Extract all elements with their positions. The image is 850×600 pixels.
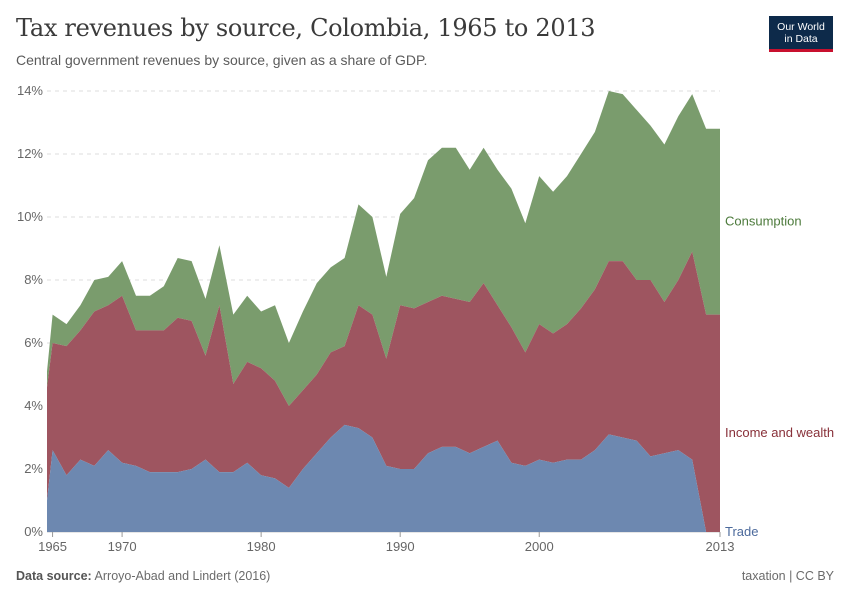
x-tick-label: 1980 [247,539,276,554]
chart-areas [47,91,720,532]
y-tick-label: 0% [24,524,43,539]
y-axis-ticks: 0% 2% 4% 6% 8% 10% 12% 14% [17,83,43,539]
logo-line-2: in Data [784,33,818,45]
x-axis-ticks: 1965 1970 1980 1990 2000 2013 [38,532,734,554]
y-tick-label: 6% [24,335,43,350]
license-text[interactable]: taxation | CC BY [741,569,834,583]
consumption-label: Consumption [725,214,802,229]
consumption-area [47,91,720,406]
chart-title: Tax revenues by source, Colombia, 1965 t… [16,14,596,42]
y-tick-label: 4% [24,398,43,413]
owid-logo[interactable]: Our World in Data [769,16,833,52]
y-tick-label: 8% [24,272,43,287]
x-tick-label: 1990 [386,539,415,554]
chart-subtitle: Central government revenues by source, g… [16,52,428,68]
x-tick-label: 1965 [38,539,67,554]
y-tick-label: 14% [17,83,43,98]
logo-line-1: Our World [777,21,825,33]
data-source-label: Data source: [16,569,92,583]
income-and-wealth-label: Income and wealth [725,425,834,440]
x-tick-label: 1970 [108,539,137,554]
income-and-wealth-area [47,251,720,532]
trade-area [47,424,720,532]
trade-label: Trade [725,524,758,539]
y-tick-label: 12% [17,146,43,161]
data-source-text[interactable]: Arroyo-Abad and Lindert (2016) [94,569,271,583]
series-labels: Consumption Income and wealth Trade [725,214,834,539]
data-source: Data source: Arroyo-Abad and Lindert (20… [16,569,270,583]
x-tick-label: 2000 [525,539,554,554]
x-tick-label: 2013 [706,539,735,554]
y-tick-label: 10% [17,209,43,224]
y-tick-label: 2% [24,461,43,476]
